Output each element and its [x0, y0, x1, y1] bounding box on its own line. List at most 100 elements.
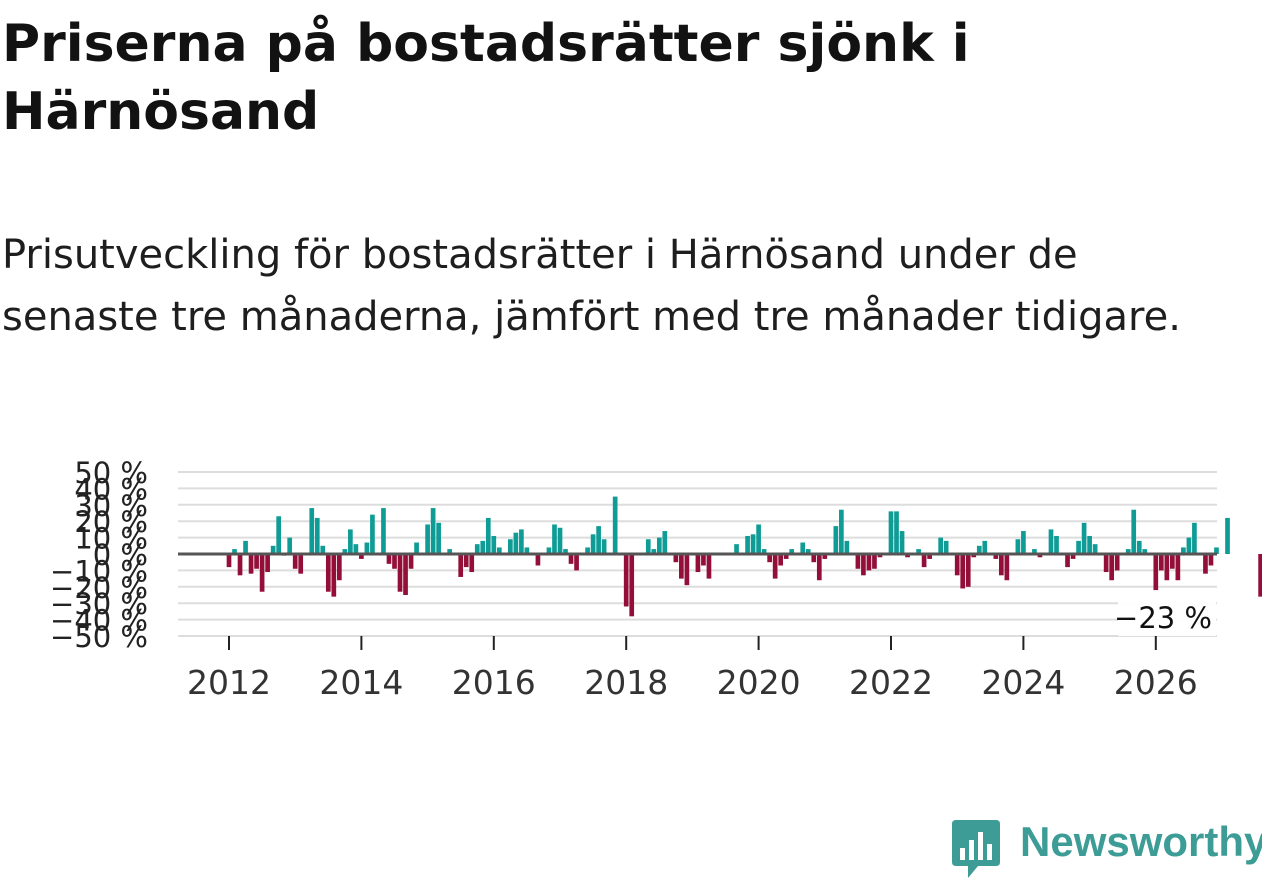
bar: [695, 554, 701, 573]
bar: [756, 524, 761, 554]
bar: [353, 544, 359, 554]
y-tick-label: −10 %: [50, 554, 148, 588]
bar: [232, 549, 237, 554]
brand-name: Newsworthy: [1020, 818, 1262, 865]
bar: [1225, 517, 1230, 554]
bar: [899, 531, 905, 554]
bar: [248, 554, 254, 574]
bar: [960, 554, 966, 589]
bar: [314, 517, 320, 554]
bar: [392, 554, 397, 569]
bar: [927, 554, 932, 559]
bar: [679, 554, 684, 579]
bar: [1114, 554, 1120, 571]
bar: [1048, 529, 1054, 554]
annotation: −23 %: [1114, 600, 1216, 636]
chart-title: Priserna på bostadsrätter sjönk i Härnös…: [2, 14, 970, 142]
bar: [298, 554, 304, 574]
bar: [877, 554, 883, 558]
bar: [359, 554, 364, 559]
bar: [1015, 539, 1021, 554]
bar: [1192, 522, 1197, 554]
bar: [458, 554, 464, 577]
bar: [325, 554, 331, 592]
bar: [1065, 554, 1070, 568]
bar: [590, 534, 596, 554]
bar: [861, 554, 866, 576]
bar: [397, 554, 403, 592]
bar: [348, 529, 353, 554]
bar: [767, 554, 772, 563]
bar: [287, 537, 293, 554]
bar: [1081, 522, 1087, 554]
bar: [485, 517, 491, 554]
bar: [1142, 549, 1148, 554]
bar: [976, 545, 982, 554]
bar: [1136, 540, 1142, 554]
bar: [408, 554, 414, 569]
y-tick-label: −20 %: [50, 571, 148, 605]
bar: [386, 554, 392, 564]
bar: [993, 554, 999, 559]
bar: [585, 547, 590, 554]
bar: [601, 539, 607, 554]
x-tick-label: 2020: [717, 663, 801, 702]
bar: [839, 509, 844, 554]
bar: [706, 554, 712, 579]
bar: [331, 554, 337, 597]
bar: [535, 554, 541, 566]
y-axis-labels: 50 %40 %30 %20 %10 %0 %−10 %−20 %−30 %−4…: [50, 456, 148, 654]
y-tick-label: −30 %: [50, 587, 148, 621]
bar: [1109, 554, 1115, 581]
bar: [894, 511, 899, 554]
bar: [1203, 554, 1208, 574]
bar: [480, 540, 486, 554]
bar: [1214, 547, 1219, 554]
bar: [1076, 540, 1081, 554]
bar: [574, 554, 579, 571]
bar: [1175, 554, 1181, 581]
bar: [243, 540, 248, 554]
bar: [772, 554, 778, 579]
bar: [524, 547, 530, 554]
bar: [463, 554, 469, 568]
bar: [1004, 554, 1010, 581]
bar: [965, 554, 971, 587]
bar: [342, 549, 348, 554]
y-tick-label: 50 %: [74, 456, 148, 490]
bar: [309, 508, 315, 554]
bar: [811, 554, 817, 563]
bar: [320, 545, 326, 554]
bar: [844, 540, 850, 554]
bar: [761, 549, 767, 554]
bar: [552, 524, 557, 554]
bar: [364, 542, 370, 554]
bar: [1037, 554, 1043, 558]
bar: [1164, 554, 1170, 581]
bar: [734, 544, 739, 554]
bar: [370, 514, 375, 554]
bar: [1181, 547, 1186, 554]
bar: [629, 554, 635, 617]
bar: [916, 549, 921, 554]
x-tick-label: 2014: [319, 663, 403, 702]
bar: [568, 554, 574, 564]
bar: [800, 542, 806, 554]
bar: [833, 526, 839, 554]
newsworthy-logo-icon: [952, 820, 1000, 878]
bar: [938, 537, 943, 554]
bar: [612, 496, 618, 554]
bar: [430, 508, 436, 554]
bar: [403, 554, 408, 595]
bar: [888, 511, 894, 554]
bar: [1186, 537, 1192, 554]
bar: [684, 554, 690, 586]
bar: [436, 522, 441, 554]
bar: [982, 540, 988, 554]
bar: [414, 542, 419, 554]
bar: [557, 527, 563, 554]
y-tick-label: −50 %: [50, 620, 148, 654]
bar: [1092, 544, 1098, 554]
x-axis: 2012 2014 2016 2018 2020 2022 2024 2026: [187, 636, 1198, 702]
bar: [778, 554, 784, 566]
